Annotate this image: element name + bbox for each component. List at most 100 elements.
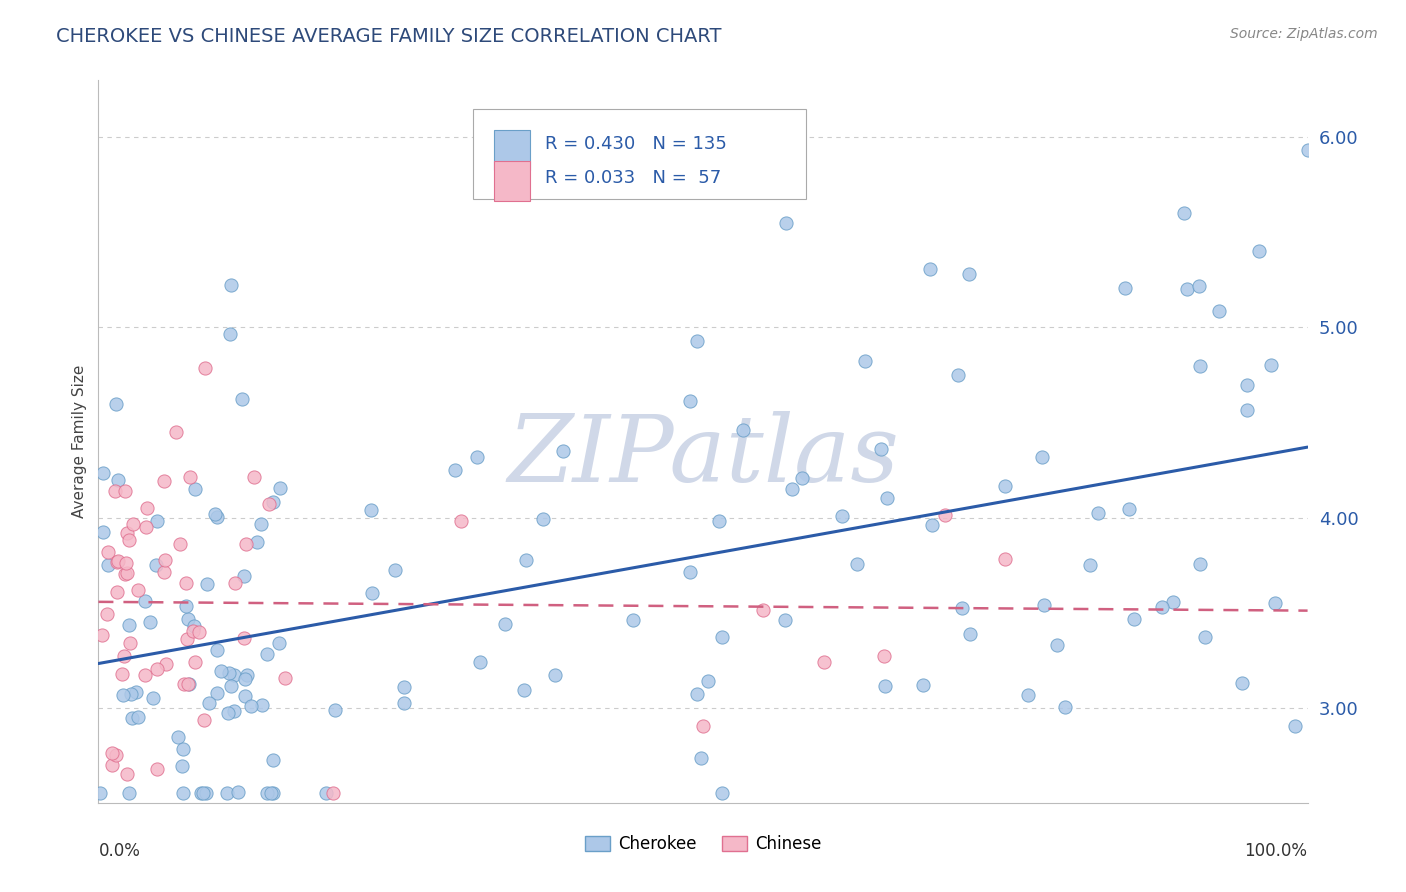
Point — [107, 473, 129, 487]
Point — [679, 565, 702, 579]
Point — [235, 672, 257, 686]
Point — [135, 520, 157, 534]
Point — [153, 565, 176, 579]
Point — [711, 630, 734, 644]
Point — [190, 786, 212, 800]
Point — [1236, 378, 1258, 392]
Point — [91, 627, 114, 641]
Point — [692, 719, 714, 733]
Point — [1078, 558, 1101, 573]
Point — [146, 762, 169, 776]
Point — [773, 613, 796, 627]
Point — [870, 442, 893, 456]
Point — [1208, 303, 1230, 318]
Point — [97, 558, 120, 572]
Point — [174, 576, 197, 591]
Point — [122, 516, 145, 531]
Text: 0.0%: 0.0% — [98, 842, 141, 860]
Point — [711, 786, 734, 800]
Point — [621, 613, 644, 627]
Point — [1017, 688, 1039, 702]
Point — [118, 618, 141, 632]
Point — [172, 742, 194, 756]
Point — [217, 706, 239, 720]
Text: R = 0.430   N = 135: R = 0.430 N = 135 — [544, 136, 727, 153]
Point — [315, 786, 337, 800]
Point — [96, 607, 118, 622]
Point — [544, 668, 567, 682]
Point — [176, 612, 198, 626]
Point — [179, 470, 201, 484]
Point — [1054, 700, 1077, 714]
Point — [1123, 611, 1146, 625]
Point — [112, 688, 135, 702]
Point — [235, 537, 257, 551]
Point — [167, 731, 190, 745]
Point — [207, 685, 229, 699]
Point — [193, 714, 215, 728]
Point — [89, 786, 111, 800]
Point — [114, 567, 136, 582]
Point — [790, 470, 813, 484]
Point — [91, 524, 114, 539]
Point — [239, 698, 262, 713]
Point — [256, 648, 278, 662]
Point — [100, 757, 122, 772]
Point — [219, 277, 242, 292]
Point — [1152, 600, 1174, 615]
Point — [853, 354, 876, 368]
Point — [1175, 282, 1198, 296]
Point — [205, 510, 228, 524]
Point — [959, 627, 981, 641]
Point — [174, 599, 197, 614]
Point — [231, 392, 253, 407]
Point — [450, 514, 472, 528]
Point — [146, 662, 169, 676]
Point — [97, 545, 120, 559]
Point — [321, 786, 343, 800]
Text: R = 0.033   N =  57: R = 0.033 N = 57 — [544, 169, 721, 186]
Point — [170, 758, 193, 772]
Point — [188, 625, 211, 640]
Point — [256, 786, 278, 800]
Point — [918, 261, 941, 276]
Point — [948, 368, 970, 383]
Point — [468, 655, 491, 669]
Point — [104, 397, 127, 411]
Point — [232, 569, 254, 583]
Point — [361, 586, 384, 600]
Point — [124, 684, 146, 698]
Point — [679, 394, 702, 409]
Text: 100.0%: 100.0% — [1244, 842, 1308, 860]
Point — [105, 748, 128, 763]
Point — [114, 483, 136, 498]
Point — [1087, 506, 1109, 520]
Point — [233, 689, 256, 703]
Point — [120, 635, 142, 649]
Point — [173, 677, 195, 691]
Point — [323, 703, 346, 717]
Point — [274, 671, 297, 685]
Point — [267, 636, 290, 650]
Point — [101, 746, 124, 760]
Point — [232, 631, 254, 645]
Point — [257, 497, 280, 511]
Point — [127, 710, 149, 724]
Point — [912, 678, 935, 692]
Point — [205, 643, 228, 657]
Point — [686, 334, 709, 348]
Point — [242, 470, 264, 484]
Point — [494, 617, 516, 632]
Point — [696, 674, 718, 689]
Point — [194, 360, 217, 375]
Point — [139, 615, 162, 629]
Point — [249, 517, 271, 532]
Point — [512, 683, 534, 698]
Point — [219, 679, 242, 693]
Point — [876, 491, 898, 506]
Point — [1260, 359, 1282, 373]
Point — [752, 603, 775, 617]
Point — [236, 667, 259, 681]
Point — [1031, 450, 1053, 465]
Point — [269, 481, 291, 495]
